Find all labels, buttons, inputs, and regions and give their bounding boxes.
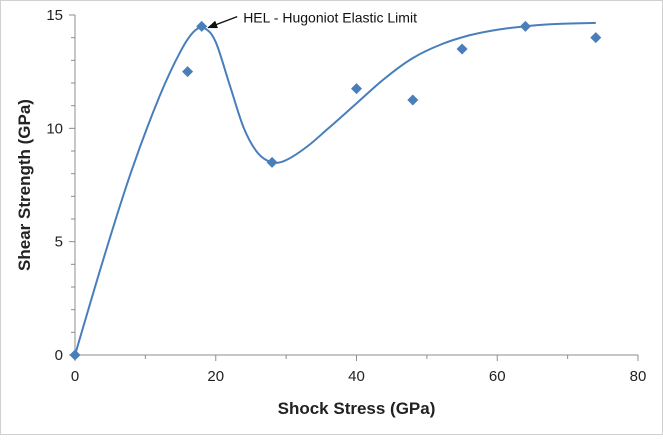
data-points xyxy=(69,20,602,361)
y-tick-label: 10 xyxy=(46,120,63,137)
data-point xyxy=(590,32,602,44)
data-point xyxy=(182,66,194,78)
x-tick-label: 60 xyxy=(489,368,506,385)
x-tick-label: 0 xyxy=(71,368,79,385)
x-tick-label: 40 xyxy=(348,368,365,385)
annotation-label: HEL - Hugoniot Elastic Limit xyxy=(243,10,417,26)
data-point xyxy=(196,20,208,32)
annotation-arrow xyxy=(207,15,238,29)
y-tick-label: 15 xyxy=(46,7,63,24)
data-point xyxy=(519,20,531,32)
y-axis-title: Shear Strength (GPa) xyxy=(15,99,34,271)
y-tick-label: 0 xyxy=(55,347,63,364)
data-point xyxy=(407,94,419,106)
data-point xyxy=(69,349,81,361)
x-tick-label: 80 xyxy=(630,368,647,385)
x-tick-label: 20 xyxy=(207,368,224,385)
data-point xyxy=(351,83,362,95)
y-tick-label: 5 xyxy=(55,234,63,251)
data-point xyxy=(266,156,278,168)
data-point xyxy=(456,43,468,55)
tick-labels: 0 20 40 60 80 0 5 10 15 xyxy=(46,7,646,385)
x-axis-title: Shock Stress (GPa) xyxy=(278,399,436,418)
annotation-layer: HEL - Hugoniot Elastic Limit xyxy=(207,10,417,29)
